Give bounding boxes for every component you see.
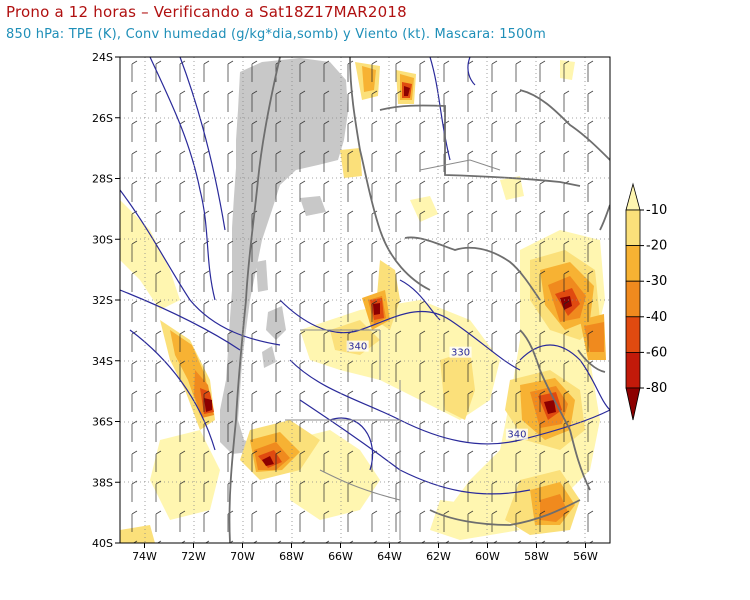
colorbar-segment (625, 280, 641, 318)
map-subtitle: 850 hPa: TPE (K), Conv humedad (g/kg*dia… (6, 27, 546, 42)
contour-label: 340 (348, 342, 367, 353)
lat-tick-label: 24S (92, 51, 113, 64)
lat-tick-label: 26S (92, 112, 113, 125)
lat-tick-label: 34S (92, 355, 113, 368)
colorbar-segment (625, 245, 641, 282)
contour-labels: 340 330 340 (346, 340, 528, 441)
longitude-axis: 74W 72W 70W 68W 66W 64W 62W 60W 58W 56W (132, 543, 598, 563)
lon-tick-label: 62W (426, 550, 451, 563)
colorbar-level-label: -20 (646, 239, 667, 254)
contour-label: 340 (507, 430, 526, 441)
lon-tick-label: 64W (377, 550, 402, 563)
contour-label-bg (505, 428, 528, 440)
lon-tick-label: 66W (328, 550, 353, 563)
colorbar-segment (625, 209, 641, 246)
colorbar: -10 -20 -30 -40 -60 -80 (625, 182, 667, 421)
lon-tick-label: 68W (279, 550, 304, 563)
colorbar-level-label: -10 (646, 203, 667, 218)
lon-tick-label: 70W (230, 550, 255, 563)
colorbar-bottom-arrow (625, 387, 641, 421)
map-title: Prono a 12 horas – Verificando a Sat18Z1… (6, 3, 407, 21)
colorbar-level-label: -80 (646, 381, 667, 396)
colorbar-segment (625, 351, 641, 389)
lon-tick-label: 58W (524, 550, 549, 563)
colorbar-level-label: -40 (646, 310, 667, 325)
plot-area: 340 330 340 (120, 57, 610, 543)
lat-tick-label: 40S (92, 537, 113, 550)
political-borders (228, 57, 610, 543)
contour-label: 330 (451, 348, 470, 359)
lon-tick-label: 74W (132, 550, 157, 563)
lat-tick-label: 38S (92, 476, 113, 489)
lat-tick-label: 28S (92, 173, 113, 186)
contour-label-bg (346, 340, 369, 352)
province-borders (285, 159, 501, 540)
colorbar-segment (625, 316, 641, 353)
tpe-contours (120, 57, 610, 495)
lat-tick-label: 32S (92, 294, 113, 307)
lat-tick-label: 36S (92, 416, 113, 429)
lon-tick-label: 56W (573, 550, 598, 563)
graticule (120, 57, 610, 543)
contour-label-bg (449, 346, 472, 358)
colorbar-level-label: -30 (646, 274, 667, 289)
colorbar-level-label: -60 (646, 345, 667, 360)
colorbar-top-arrow (625, 182, 641, 211)
lat-tick-label: 30S (92, 233, 113, 246)
lon-tick-label: 60W (475, 550, 500, 563)
latitude-axis: 24S 26S 28S 30S 32S 34S 36S 38S 40S (92, 51, 120, 550)
lon-tick-label: 72W (181, 550, 206, 563)
